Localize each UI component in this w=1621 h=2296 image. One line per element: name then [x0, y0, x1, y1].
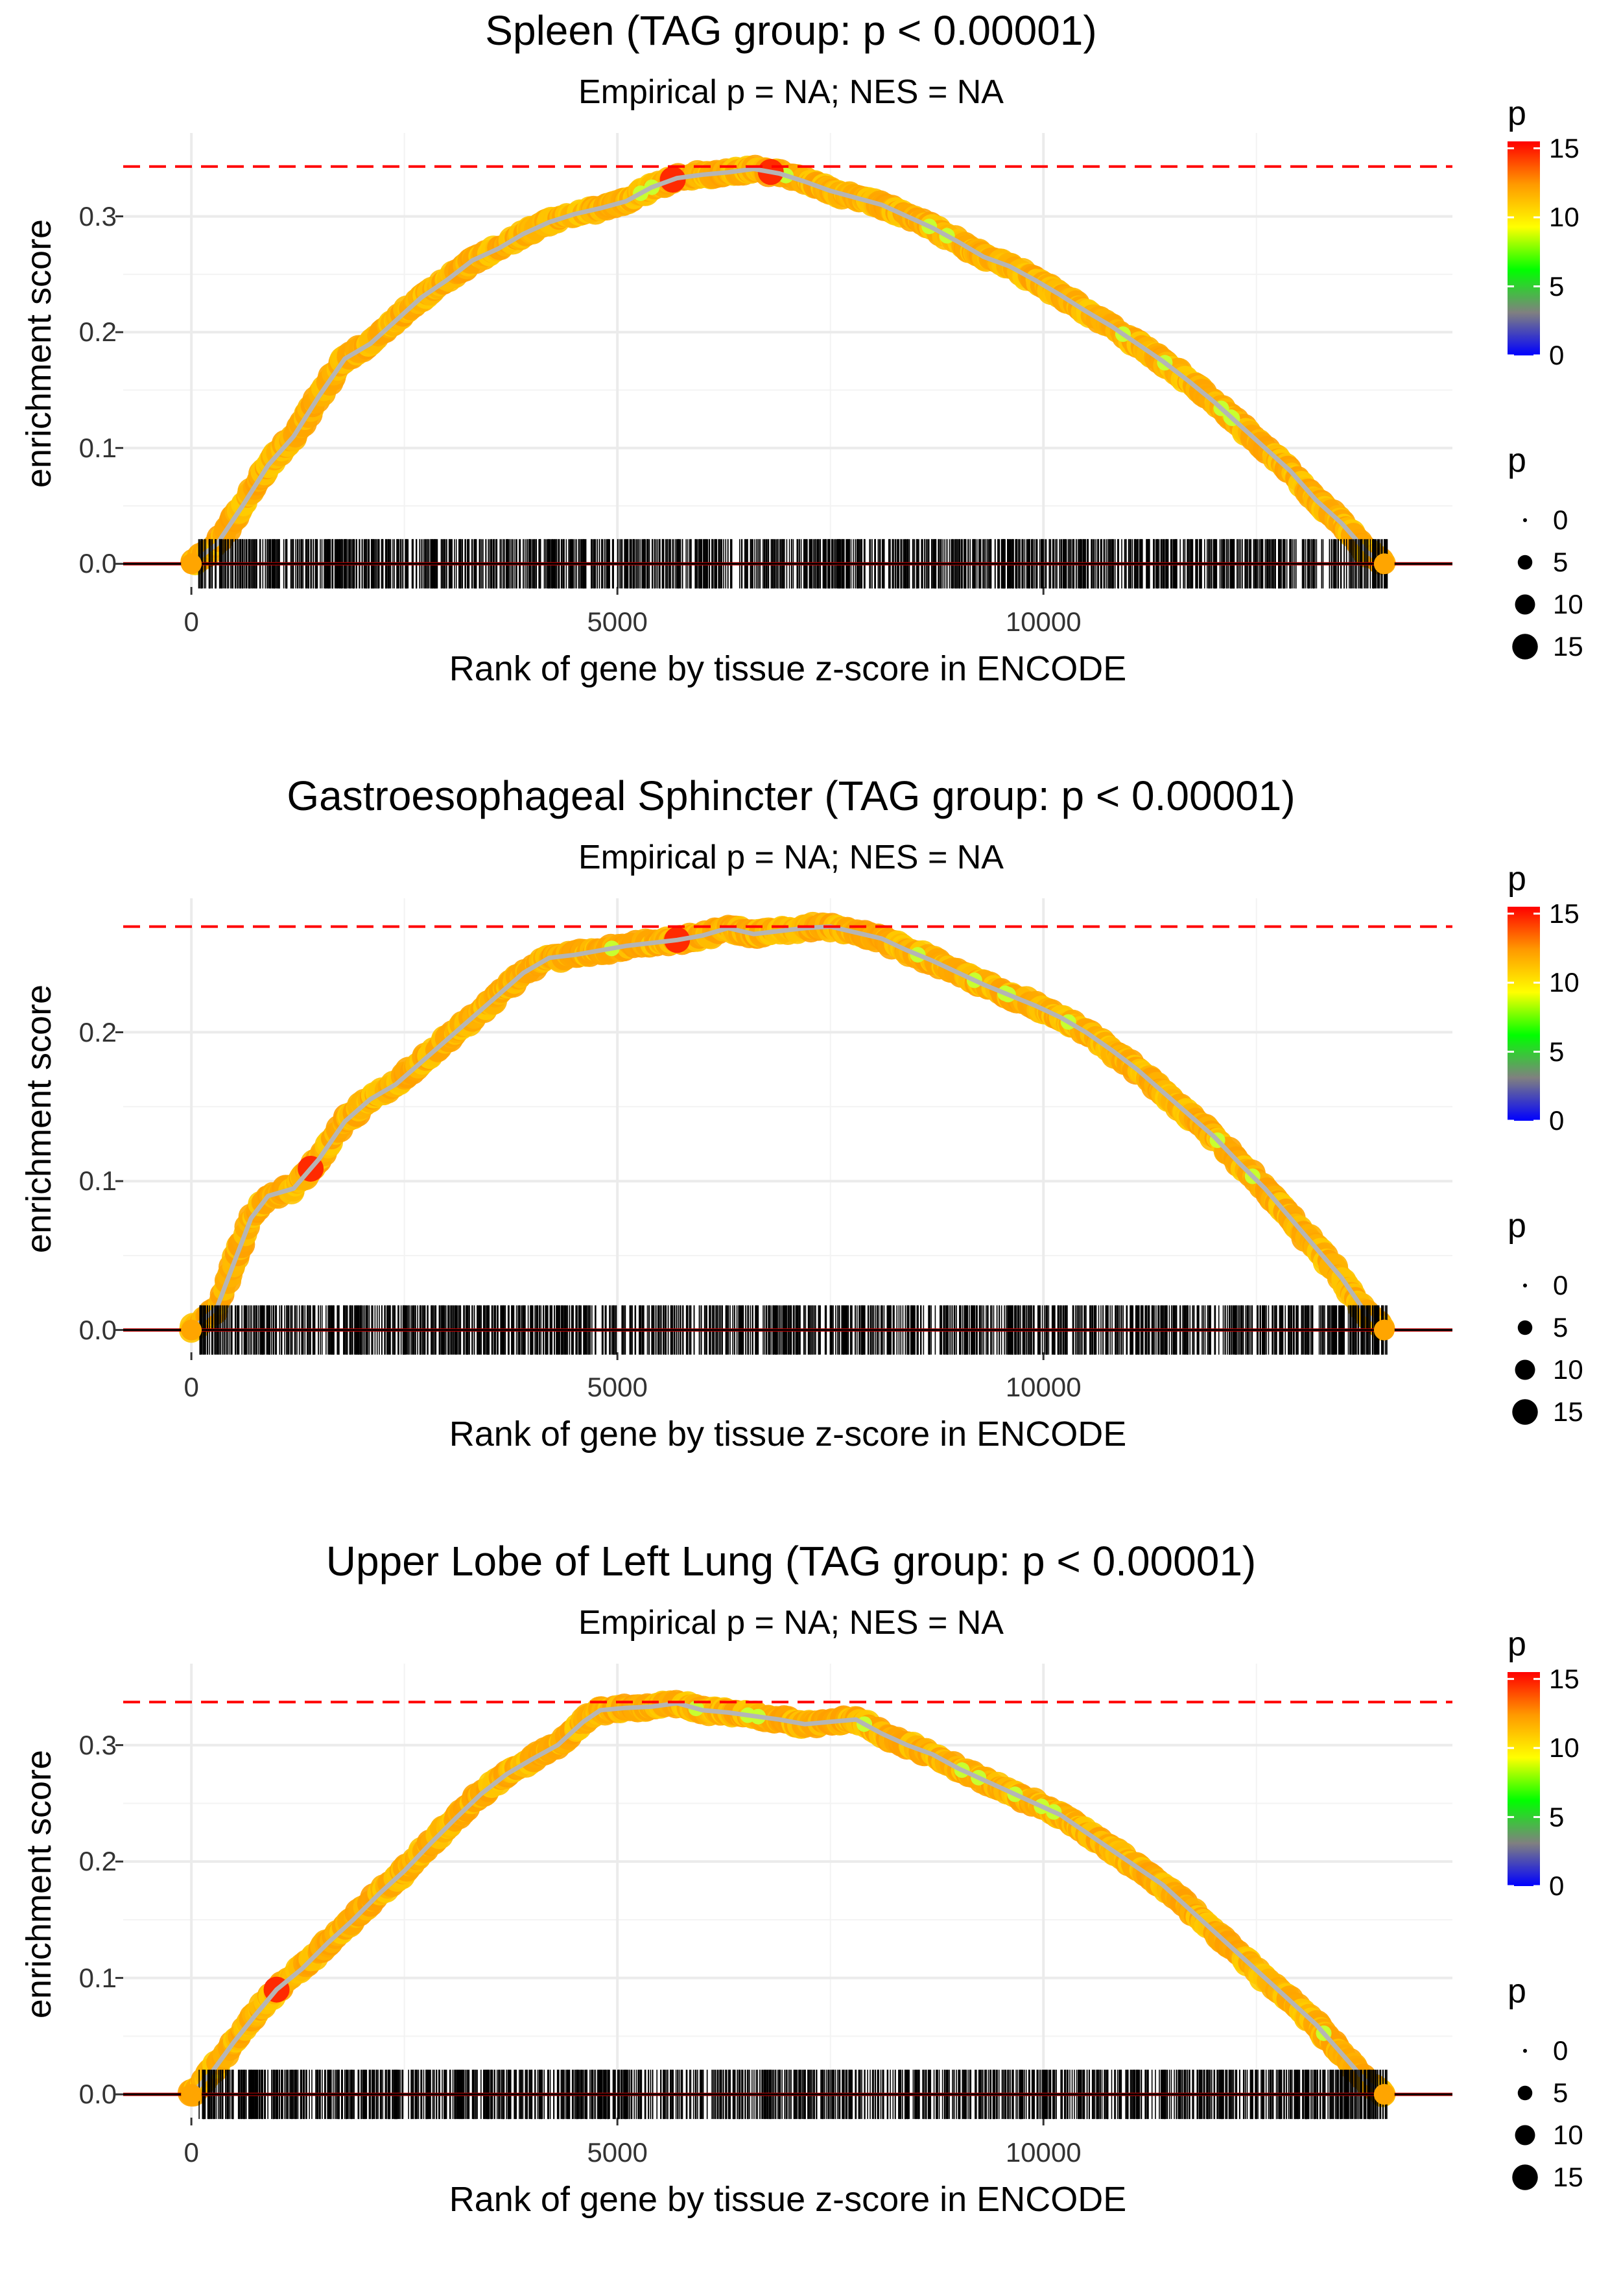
size-legend-dot [1515, 595, 1535, 615]
x-tick-label: 0 [183, 1372, 198, 1403]
size-legend-label: 0 [1553, 1270, 1568, 1301]
panel-upper-lobe-left-lung: Upper Lobe of Left Lung (TAG group: p < … [0, 1531, 1621, 2296]
size-legend-label: 10 [1553, 1354, 1583, 1385]
colorbar-tick-label: 15 [1549, 133, 1580, 164]
size-legend-label: 15 [1553, 1396, 1583, 1428]
plot-svg [0, 765, 1621, 1531]
panel-spleen: Spleen (TAG group: p < 0.00001) Empirica… [0, 0, 1621, 765]
size-legend-dot [1523, 518, 1527, 522]
size-legend-label: 0 [1553, 505, 1568, 536]
start-point [181, 1320, 202, 1341]
y-tick-label: 0.0 [79, 1315, 117, 1346]
colorbar-tick-label: 0 [1549, 340, 1564, 371]
colorbar-tick-label: 0 [1549, 1105, 1564, 1136]
x-tick-label: 10000 [1006, 606, 1082, 638]
curve-points [179, 912, 1395, 1343]
size-legend-dot [1518, 1321, 1533, 1335]
x-tick-label: 10000 [1006, 1372, 1082, 1403]
colorbar-tick-label: 5 [1549, 1036, 1564, 1068]
plot-svg [0, 0, 1621, 765]
size-legend-label: 10 [1553, 589, 1583, 620]
y-tick-label: 0.1 [79, 433, 117, 464]
colorbar-tick-label: 15 [1549, 898, 1580, 929]
x-tick-label: 5000 [587, 606, 647, 638]
size-legend-label: 15 [1553, 631, 1583, 662]
end-point [1374, 553, 1395, 574]
size-legend-dot [1512, 634, 1538, 660]
y-tick-label: 0.1 [79, 1166, 117, 1197]
size-legend-dot [1523, 1284, 1527, 1287]
plot-svg [0, 1531, 1621, 2296]
y-tick-label: 0.0 [79, 548, 117, 579]
colorbar-tick-label: 5 [1549, 271, 1564, 302]
y-tick-label: 0.2 [79, 317, 117, 348]
size-legend-dot [1515, 1360, 1535, 1380]
y-tick-label: 0.2 [79, 1017, 117, 1048]
size-legend-dot [1512, 1399, 1538, 1425]
es-line [191, 169, 1384, 564]
x-tick-label: 5000 [587, 1372, 647, 1403]
panel-gastroesophageal: Gastroesophageal Sphincter (TAG group: p… [0, 765, 1621, 1531]
start-point [181, 553, 202, 574]
colorbar [1508, 907, 1540, 1121]
colorbar-tick-label: 10 [1549, 967, 1580, 998]
colorbar-tick-label: 10 [1549, 202, 1580, 233]
end-point [1374, 1320, 1395, 1341]
size-legend-label: 5 [1553, 547, 1568, 578]
curve-points [178, 1690, 1396, 2107]
grid [123, 133, 1452, 587]
colorbar [1508, 141, 1540, 355]
size-legend-label: 5 [1553, 1312, 1568, 1343]
curve-points [180, 155, 1395, 575]
x-tick-label: 0 [183, 606, 198, 638]
grid [123, 898, 1452, 1352]
size-legend-dot [1518, 555, 1533, 570]
y-tick-label: 0.3 [79, 201, 117, 232]
es-line [191, 927, 1384, 1330]
